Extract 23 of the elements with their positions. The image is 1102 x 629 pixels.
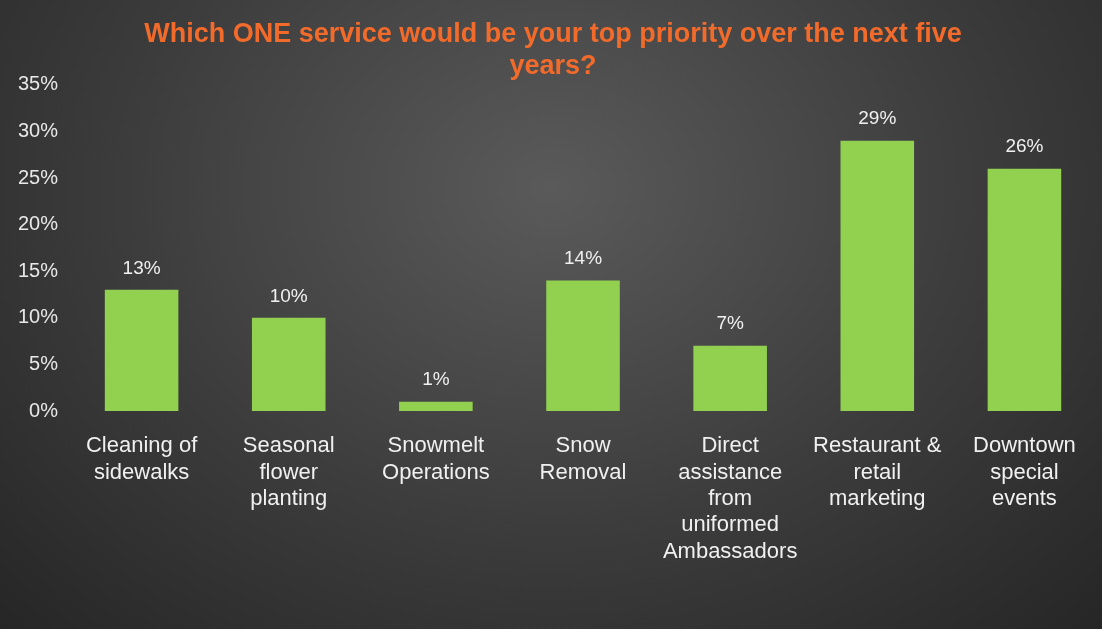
chart-title: Which ONE service would be your top priority over the next five years?	[144, 17, 962, 81]
data-label: 7%	[716, 312, 744, 334]
y-tick-label: 35%	[18, 72, 59, 95]
x-tick-label: Snow Removal	[539, 432, 627, 484]
x-tick-label: Seasonal flower planting	[242, 432, 335, 511]
data-label: 13%	[122, 256, 161, 278]
y-tick-label: 30%	[18, 118, 59, 141]
x-tick-label: Downtown special events	[973, 432, 1076, 511]
data-label: 1%	[422, 368, 450, 390]
y-tick-label: 25%	[18, 165, 59, 188]
y-tick-label: 15%	[18, 258, 59, 281]
x-tick-label: Restaurant & retail marketing	[813, 432, 942, 511]
data-label: 29%	[858, 107, 897, 129]
x-tick-label: Cleaning of sidewalks	[85, 432, 199, 484]
x-tick-label: Snowmelt Operations	[382, 432, 490, 484]
data-label: 14%	[564, 247, 603, 269]
x-tick-label: Direct assistance from uniformed Ambassadors	[662, 432, 798, 563]
y-tick-label: 5%	[29, 351, 59, 374]
y-tick-label: 10%	[18, 305, 59, 328]
data-label: 10%	[269, 284, 308, 306]
data-label: 26%	[1005, 135, 1044, 157]
y-tick-label: 20%	[18, 212, 59, 235]
y-tick-label: 0%	[29, 398, 59, 421]
